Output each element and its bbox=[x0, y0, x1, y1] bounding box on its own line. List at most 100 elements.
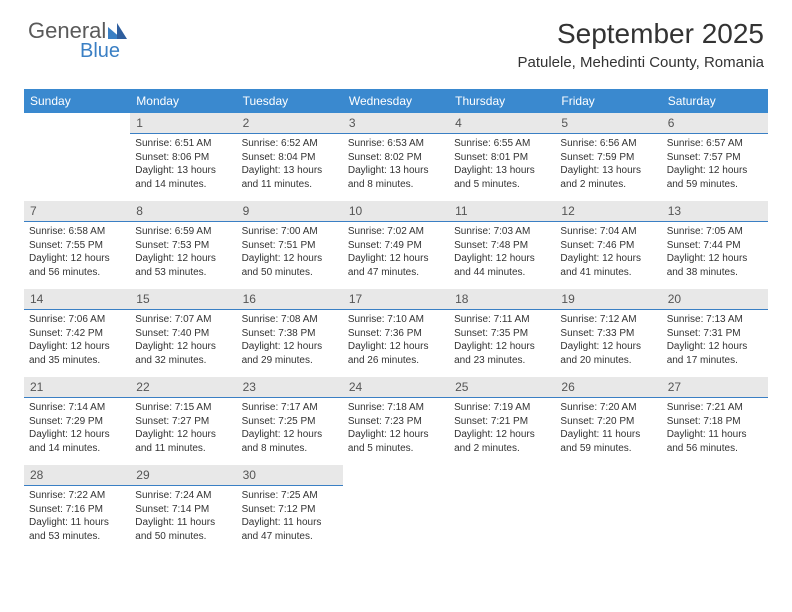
calendar-cell: 18Sunrise: 7:11 AMSunset: 7:35 PMDayligh… bbox=[449, 289, 555, 377]
month-title: September 2025 bbox=[517, 18, 764, 50]
calendar-cell: 12Sunrise: 7:04 AMSunset: 7:46 PMDayligh… bbox=[555, 201, 661, 289]
sunrise-line: Sunrise: 6:55 AM bbox=[454, 137, 550, 151]
calendar-cell: 14Sunrise: 7:06 AMSunset: 7:42 PMDayligh… bbox=[24, 289, 130, 377]
sunset-line: Sunset: 8:01 PM bbox=[454, 151, 550, 165]
day-number: 22 bbox=[130, 377, 236, 398]
sunset-line: Sunset: 7:46 PM bbox=[560, 239, 656, 253]
day-number: 7 bbox=[24, 201, 130, 222]
day-info: Sunrise: 7:08 AMSunset: 7:38 PMDaylight:… bbox=[237, 310, 343, 371]
daylight-line: Daylight: 12 hours and 20 minutes. bbox=[560, 340, 656, 367]
day-number: 4 bbox=[449, 113, 555, 134]
sunrise-line: Sunrise: 6:52 AM bbox=[242, 137, 338, 151]
day-info: Sunrise: 7:25 AMSunset: 7:12 PMDaylight:… bbox=[237, 486, 343, 547]
daylight-line: Daylight: 13 hours and 14 minutes. bbox=[135, 164, 231, 191]
day-info: Sunrise: 6:57 AMSunset: 7:57 PMDaylight:… bbox=[662, 134, 768, 195]
calendar-cell bbox=[449, 465, 555, 553]
calendar-cell: 25Sunrise: 7:19 AMSunset: 7:21 PMDayligh… bbox=[449, 377, 555, 465]
sunset-line: Sunset: 8:02 PM bbox=[348, 151, 444, 165]
calendar-cell: 7Sunrise: 6:58 AMSunset: 7:55 PMDaylight… bbox=[24, 201, 130, 289]
daylight-line: Daylight: 12 hours and 50 minutes. bbox=[242, 252, 338, 279]
day-number: 19 bbox=[555, 289, 661, 310]
sunrise-line: Sunrise: 7:02 AM bbox=[348, 225, 444, 239]
calendar-cell: 9Sunrise: 7:00 AMSunset: 7:51 PMDaylight… bbox=[237, 201, 343, 289]
daylight-line: Daylight: 12 hours and 8 minutes. bbox=[242, 428, 338, 455]
daylight-line: Daylight: 11 hours and 50 minutes. bbox=[135, 516, 231, 543]
daylight-line: Daylight: 13 hours and 8 minutes. bbox=[348, 164, 444, 191]
calendar-cell: 16Sunrise: 7:08 AMSunset: 7:38 PMDayligh… bbox=[237, 289, 343, 377]
sunrise-line: Sunrise: 6:57 AM bbox=[667, 137, 763, 151]
calendar-cell bbox=[555, 465, 661, 553]
calendar-cell: 21Sunrise: 7:14 AMSunset: 7:29 PMDayligh… bbox=[24, 377, 130, 465]
title-block: September 2025 Patulele, Mehedinti Count… bbox=[517, 18, 764, 71]
day-info: Sunrise: 7:05 AMSunset: 7:44 PMDaylight:… bbox=[662, 222, 768, 283]
day-number: 13 bbox=[662, 201, 768, 222]
sunset-line: Sunset: 8:06 PM bbox=[135, 151, 231, 165]
daylight-line: Daylight: 12 hours and 47 minutes. bbox=[348, 252, 444, 279]
daylight-line: Daylight: 13 hours and 2 minutes. bbox=[560, 164, 656, 191]
sunrise-line: Sunrise: 7:13 AM bbox=[667, 313, 763, 327]
page-header: General Blue September 2025 Patulele, Me… bbox=[0, 0, 792, 81]
sunset-line: Sunset: 7:59 PM bbox=[560, 151, 656, 165]
day-number: 9 bbox=[237, 201, 343, 222]
calendar-cell: 17Sunrise: 7:10 AMSunset: 7:36 PMDayligh… bbox=[343, 289, 449, 377]
day-info: Sunrise: 7:17 AMSunset: 7:25 PMDaylight:… bbox=[237, 398, 343, 459]
daylight-line: Daylight: 12 hours and 11 minutes. bbox=[135, 428, 231, 455]
location-text: Patulele, Mehedinti County, Romania bbox=[517, 54, 764, 71]
sunset-line: Sunset: 7:55 PM bbox=[29, 239, 125, 253]
calendar-cell: 1Sunrise: 6:51 AMSunset: 8:06 PMDaylight… bbox=[130, 113, 236, 201]
logo-triangle-icon bbox=[108, 23, 130, 39]
calendar-row: 28Sunrise: 7:22 AMSunset: 7:16 PMDayligh… bbox=[24, 465, 768, 553]
sunrise-line: Sunrise: 6:59 AM bbox=[135, 225, 231, 239]
sunrise-line: Sunrise: 7:25 AM bbox=[242, 489, 338, 503]
sunrise-line: Sunrise: 6:53 AM bbox=[348, 137, 444, 151]
daylight-line: Daylight: 12 hours and 2 minutes. bbox=[454, 428, 550, 455]
day-number: 1 bbox=[130, 113, 236, 134]
day-number: 25 bbox=[449, 377, 555, 398]
calendar-row: 7Sunrise: 6:58 AMSunset: 7:55 PMDaylight… bbox=[24, 201, 768, 289]
day-info: Sunrise: 7:10 AMSunset: 7:36 PMDaylight:… bbox=[343, 310, 449, 371]
day-number: 30 bbox=[237, 465, 343, 486]
day-info: Sunrise: 7:24 AMSunset: 7:14 PMDaylight:… bbox=[130, 486, 236, 547]
day-info: Sunrise: 7:21 AMSunset: 7:18 PMDaylight:… bbox=[662, 398, 768, 459]
sunrise-line: Sunrise: 7:11 AM bbox=[454, 313, 550, 327]
day-number: 6 bbox=[662, 113, 768, 134]
sunrise-line: Sunrise: 7:04 AM bbox=[560, 225, 656, 239]
day-number: 18 bbox=[449, 289, 555, 310]
logo-word2: Blue bbox=[80, 40, 120, 63]
sunset-line: Sunset: 7:29 PM bbox=[29, 415, 125, 429]
day-info: Sunrise: 6:51 AMSunset: 8:06 PMDaylight:… bbox=[130, 134, 236, 195]
calendar-cell: 19Sunrise: 7:12 AMSunset: 7:33 PMDayligh… bbox=[555, 289, 661, 377]
sunset-line: Sunset: 7:20 PM bbox=[560, 415, 656, 429]
sunrise-line: Sunrise: 7:10 AM bbox=[348, 313, 444, 327]
day-number: 8 bbox=[130, 201, 236, 222]
sunset-line: Sunset: 7:33 PM bbox=[560, 327, 656, 341]
calendar-cell: 28Sunrise: 7:22 AMSunset: 7:16 PMDayligh… bbox=[24, 465, 130, 553]
day-number: 24 bbox=[343, 377, 449, 398]
day-number: 17 bbox=[343, 289, 449, 310]
daylight-line: Daylight: 12 hours and 56 minutes. bbox=[29, 252, 125, 279]
calendar-cell: 26Sunrise: 7:20 AMSunset: 7:20 PMDayligh… bbox=[555, 377, 661, 465]
day-number: 27 bbox=[662, 377, 768, 398]
day-info: Sunrise: 6:58 AMSunset: 7:55 PMDaylight:… bbox=[24, 222, 130, 283]
calendar-cell bbox=[662, 465, 768, 553]
calendar-head: Sunday Monday Tuesday Wednesday Thursday… bbox=[24, 89, 768, 113]
day-header: Tuesday bbox=[237, 89, 343, 113]
sunset-line: Sunset: 7:12 PM bbox=[242, 503, 338, 517]
day-header: Monday bbox=[130, 89, 236, 113]
day-info: Sunrise: 7:18 AMSunset: 7:23 PMDaylight:… bbox=[343, 398, 449, 459]
calendar-cell: 30Sunrise: 7:25 AMSunset: 7:12 PMDayligh… bbox=[237, 465, 343, 553]
day-header: Sunday bbox=[24, 89, 130, 113]
calendar-table: Sunday Monday Tuesday Wednesday Thursday… bbox=[24, 89, 768, 553]
sunrise-line: Sunrise: 7:06 AM bbox=[29, 313, 125, 327]
daylight-line: Daylight: 12 hours and 5 minutes. bbox=[348, 428, 444, 455]
sunset-line: Sunset: 7:14 PM bbox=[135, 503, 231, 517]
day-number: 15 bbox=[130, 289, 236, 310]
calendar-cell: 10Sunrise: 7:02 AMSunset: 7:49 PMDayligh… bbox=[343, 201, 449, 289]
daylight-line: Daylight: 12 hours and 17 minutes. bbox=[667, 340, 763, 367]
day-info: Sunrise: 6:59 AMSunset: 7:53 PMDaylight:… bbox=[130, 222, 236, 283]
day-info: Sunrise: 7:11 AMSunset: 7:35 PMDaylight:… bbox=[449, 310, 555, 371]
sunset-line: Sunset: 7:21 PM bbox=[454, 415, 550, 429]
sunrise-line: Sunrise: 7:05 AM bbox=[667, 225, 763, 239]
calendar-cell: 4Sunrise: 6:55 AMSunset: 8:01 PMDaylight… bbox=[449, 113, 555, 201]
sunset-line: Sunset: 7:25 PM bbox=[242, 415, 338, 429]
